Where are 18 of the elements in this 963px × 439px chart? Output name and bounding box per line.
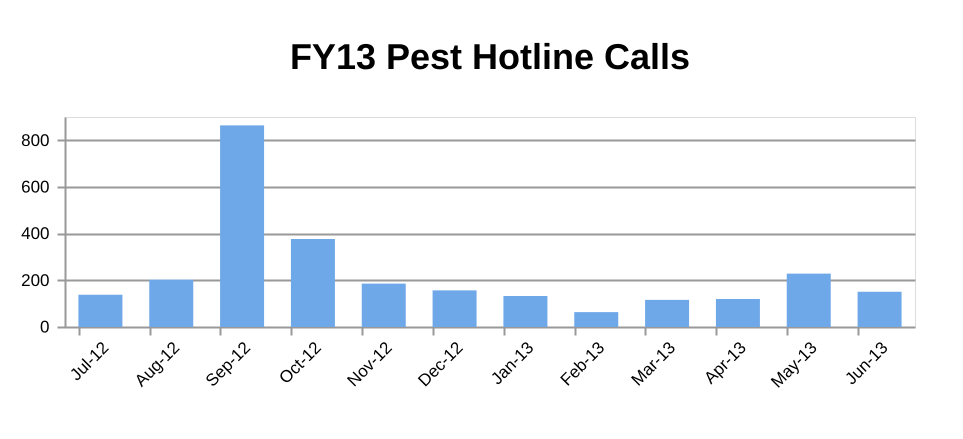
bar xyxy=(362,284,406,327)
bar xyxy=(503,296,548,327)
y-tick-label: 800 xyxy=(21,130,50,150)
chart-title: FY13 Pest Hotline Calls xyxy=(290,36,690,77)
y-tick-label: 0 xyxy=(40,318,50,336)
bar xyxy=(290,239,335,327)
bar xyxy=(574,312,618,327)
bar xyxy=(786,274,831,327)
bar xyxy=(432,290,477,327)
bar xyxy=(149,280,194,327)
y-tick-label: 200 xyxy=(21,270,50,290)
bar xyxy=(220,125,264,327)
bar xyxy=(78,294,122,327)
bar xyxy=(645,300,690,327)
y-tick-label: 600 xyxy=(21,178,50,196)
bar xyxy=(858,292,902,327)
y-tick-label: 400 xyxy=(21,224,50,244)
bar xyxy=(716,299,760,327)
